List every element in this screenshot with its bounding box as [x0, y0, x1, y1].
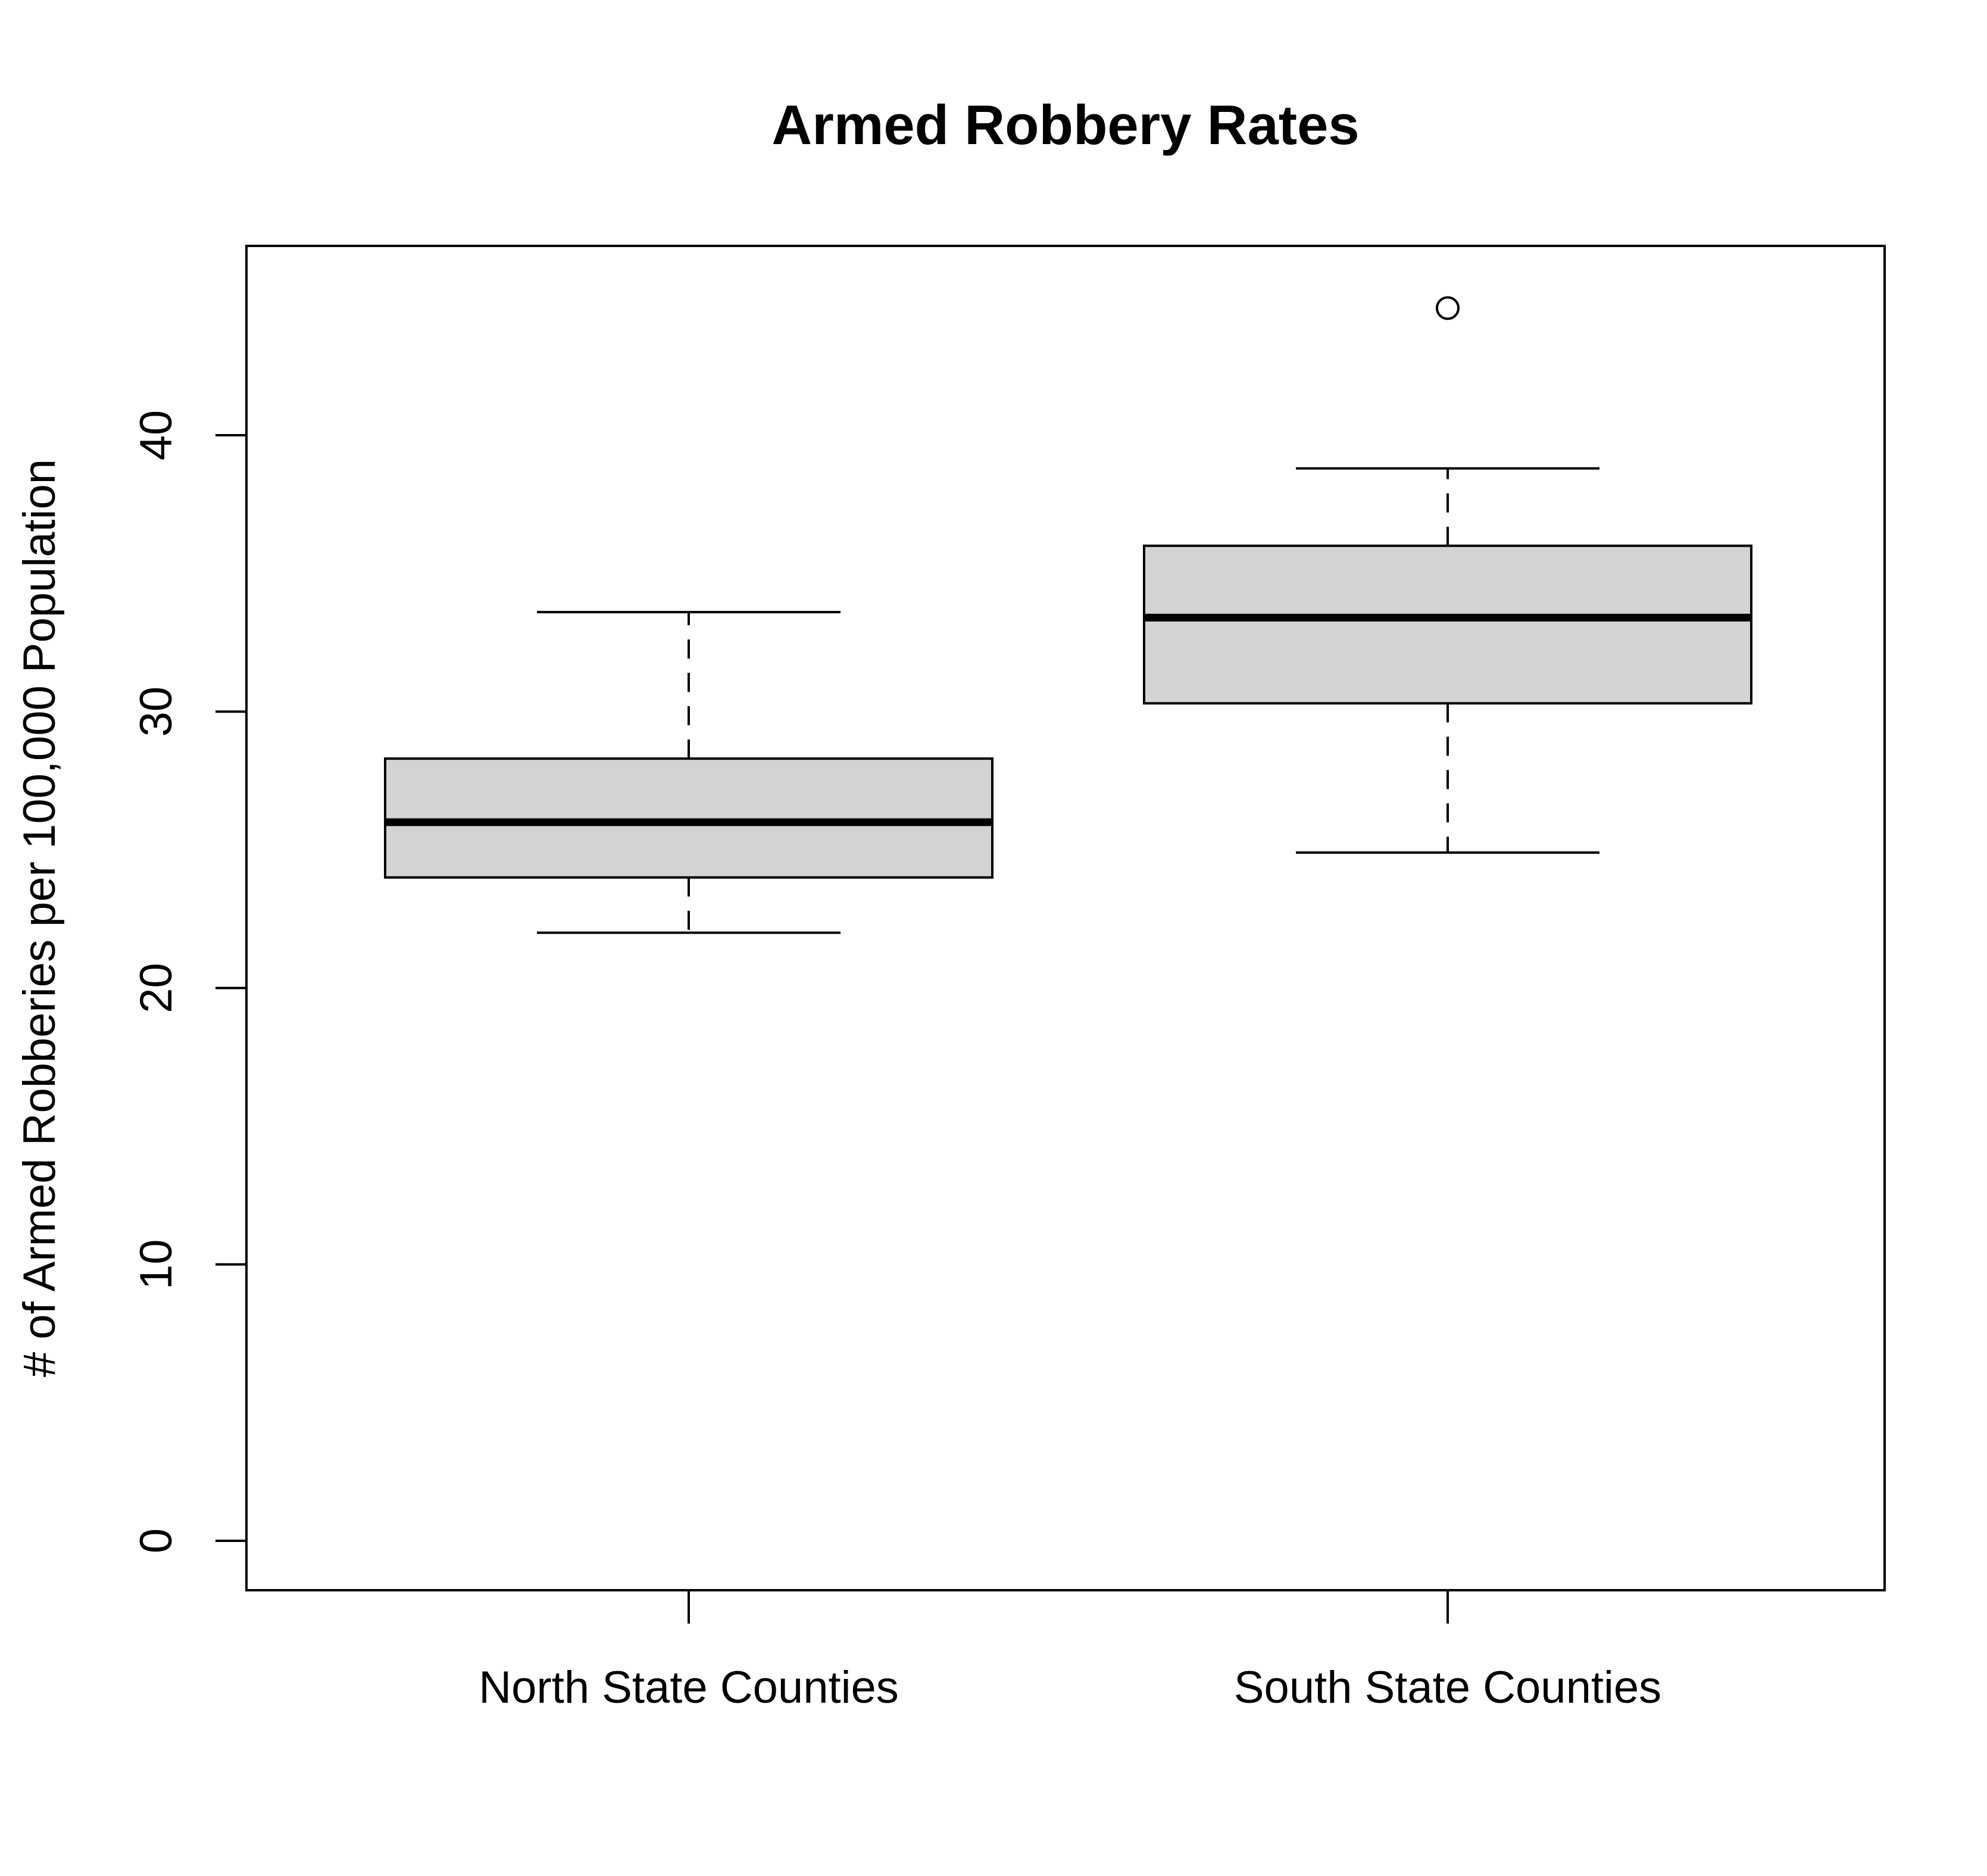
outlier-point: [1436, 296, 1460, 320]
chart-title: Armed Robbery Rates: [771, 93, 1359, 156]
x-tick-label: North State Counties: [479, 1662, 899, 1713]
box-group: [1143, 296, 1752, 854]
y-tick-label: 40: [131, 410, 182, 461]
iqr-box: [384, 757, 994, 879]
y-tick-label: 20: [131, 963, 182, 1013]
iqr-box: [1143, 544, 1752, 705]
boxes: [384, 296, 1752, 934]
y-tick-label: 30: [131, 686, 182, 737]
y-axis: 0 10 20 30 40: [131, 410, 248, 1553]
x-tick-label: South State Counties: [1234, 1662, 1661, 1713]
y-axis-label: # of Armed Robberies per 100,000 Populat…: [14, 459, 65, 1377]
box-group: [384, 611, 994, 934]
y-tick-label: 10: [131, 1239, 182, 1290]
x-axis: North State Counties South State Counties: [479, 1590, 1661, 1713]
y-tick-label: 0: [131, 1528, 182, 1553]
